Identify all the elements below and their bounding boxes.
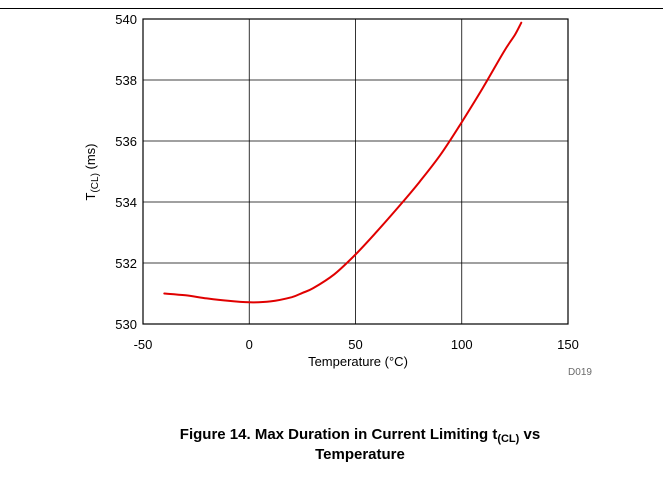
caption-line2: Temperature	[315, 446, 405, 463]
y-tick-label: 536	[115, 134, 137, 149]
y-tick-label: 538	[115, 73, 137, 88]
figure-code: D019	[568, 367, 592, 378]
caption-suffix: vs	[519, 426, 541, 443]
x-tick-label: 150	[557, 337, 579, 352]
line-chart: -50 0 50 100 150 530 532 534 536 538 540 Temperat…	[83, 12, 592, 378]
y-tick-labels: 530 532 534 536 538 540	[115, 12, 137, 332]
y-axis-title: T(CL) (ms)	[83, 143, 101, 200]
x-tick-label: 100	[451, 337, 473, 352]
x-tick-labels: -50 0 50 100 150	[134, 337, 579, 352]
caption-prefix: Figure 14. Max Duration in Current Limit…	[179, 426, 498, 443]
x-tick-label: 50	[348, 337, 362, 352]
y-tick-label: 540	[115, 12, 137, 27]
top-rule	[0, 8, 663, 9]
x-axis-title: Temperature (°C)	[308, 354, 408, 369]
plot-frame	[142, 18, 569, 325]
figure-caption: Figure 14. Max Duration in Current Limit…	[60, 425, 660, 465]
y-tick-label: 534	[115, 195, 137, 210]
y-tick-label: 532	[115, 256, 137, 271]
x-tick-label: 0	[246, 337, 253, 352]
series-line	[163, 21, 523, 304]
grid-lines	[143, 19, 568, 324]
x-tick-label: -50	[134, 337, 153, 352]
y-tick-label: 530	[115, 317, 137, 332]
caption-subscript: (CL)	[497, 433, 520, 445]
